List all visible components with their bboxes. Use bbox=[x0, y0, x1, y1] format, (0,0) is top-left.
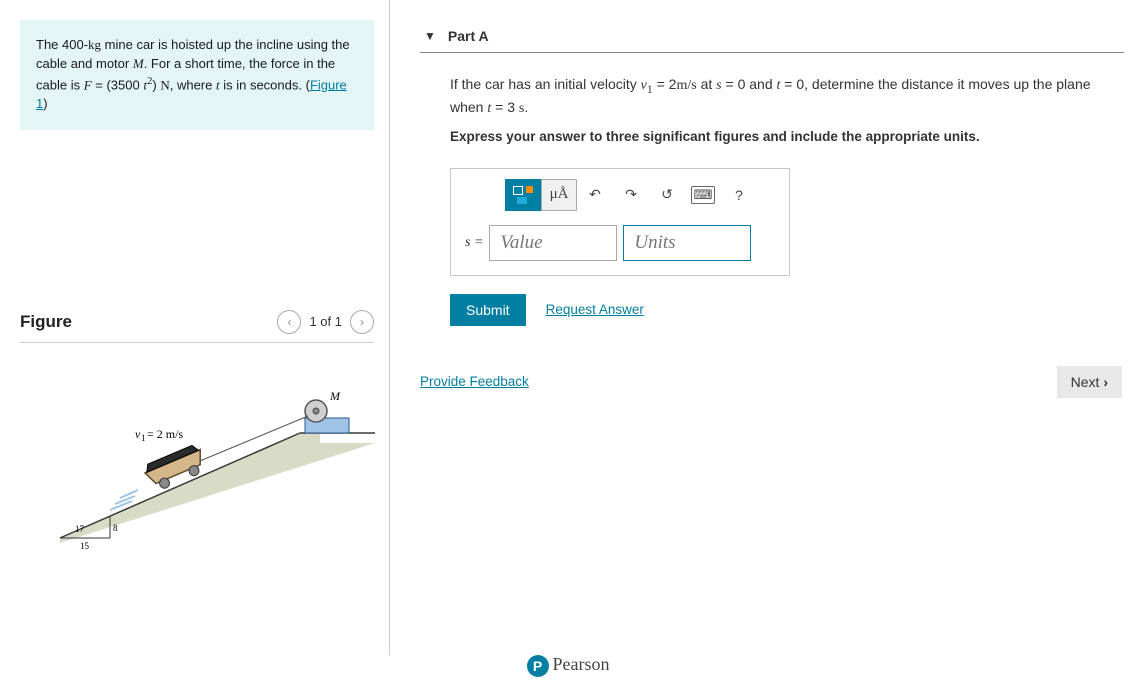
keyboard-icon: ⌨ bbox=[691, 186, 716, 204]
collapse-icon: ▼ bbox=[424, 29, 436, 43]
request-answer-link[interactable]: Request Answer bbox=[546, 302, 644, 317]
keyboard-button[interactable]: ⌨ bbox=[685, 179, 721, 211]
reset-button[interactable]: ↺ bbox=[649, 179, 685, 211]
figure-diagram: M v 1 = 2 m/s bbox=[20, 368, 374, 558]
problem-statement: The 400-kg mine car is hoisted up the in… bbox=[20, 20, 374, 130]
label-opp: 8 bbox=[113, 523, 118, 533]
right-panel: ▼ Part A If the car has an initial veloc… bbox=[390, 0, 1136, 655]
footer-brand: Pearson bbox=[553, 654, 610, 674]
figure-counter: 1 of 1 bbox=[309, 314, 342, 329]
submit-button[interactable]: Submit bbox=[450, 294, 526, 326]
figure-section: Figure ‹ 1 of 1 › bbox=[20, 310, 374, 558]
part-header[interactable]: ▼ Part A bbox=[420, 20, 1124, 53]
text: , where bbox=[170, 77, 216, 92]
figure-title: Figure bbox=[20, 312, 72, 332]
question-text: If the car has an initial velocity v1 = … bbox=[450, 75, 1124, 119]
figure-next-button[interactable]: › bbox=[350, 310, 374, 334]
left-panel: The 400-kg mine car is hoisted up the in… bbox=[0, 0, 390, 655]
next-button[interactable]: Next › bbox=[1057, 366, 1122, 398]
units-button[interactable]: μÅ bbox=[541, 179, 577, 211]
var-M: M bbox=[133, 56, 144, 71]
pearson-logo-icon: P bbox=[527, 655, 549, 677]
text: The 400- bbox=[36, 37, 88, 52]
provide-feedback-link[interactable]: Provide Feedback bbox=[420, 374, 529, 389]
label-v1-sub: 1 bbox=[141, 433, 146, 443]
answer-box: μÅ ↶ ↷ ↺ ⌨ ? s = bbox=[450, 168, 790, 276]
answer-toolbar: μÅ ↶ ↷ ↺ ⌨ ? bbox=[465, 179, 775, 211]
answer-variable: s = bbox=[465, 235, 483, 251]
var-F: F bbox=[84, 77, 92, 92]
templates-button[interactable] bbox=[505, 179, 541, 211]
value-input[interactable] bbox=[489, 225, 617, 261]
label-hyp: 17 bbox=[75, 524, 85, 534]
redo-button[interactable]: ↷ bbox=[613, 179, 649, 211]
label-M: M bbox=[329, 389, 341, 403]
figure-prev-button[interactable]: ‹ bbox=[277, 310, 301, 334]
text: is in seconds. ( bbox=[220, 77, 310, 92]
part-title: Part A bbox=[448, 28, 489, 44]
instruction-text: Express your answer to three significant… bbox=[450, 129, 1124, 144]
text: ) bbox=[43, 96, 47, 111]
help-button[interactable]: ? bbox=[721, 179, 757, 211]
label-v1-val: = 2 m/s bbox=[147, 427, 183, 441]
unit-N: N bbox=[160, 77, 169, 92]
text: = (3500 bbox=[92, 77, 144, 92]
templates-icon bbox=[513, 186, 533, 204]
undo-button[interactable]: ↶ bbox=[577, 179, 613, 211]
units-input[interactable] bbox=[623, 225, 751, 261]
label-adj: 15 bbox=[80, 541, 90, 551]
text: kg bbox=[88, 37, 101, 52]
footer: PPearson bbox=[0, 654, 1136, 677]
